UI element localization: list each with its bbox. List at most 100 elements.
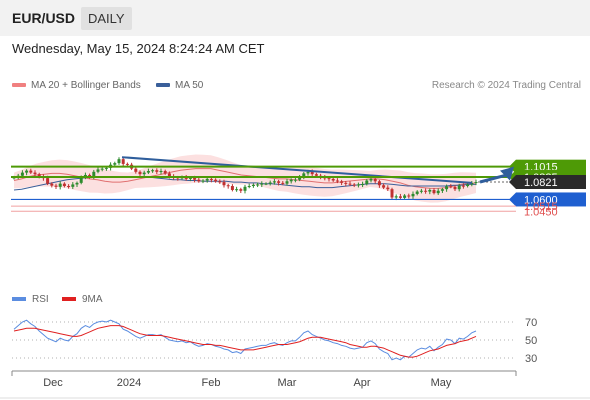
x-axis-label: 2024: [117, 377, 141, 389]
x-axis-label: Apr: [353, 377, 370, 389]
candle-body: [407, 195, 411, 197]
candle-body: [159, 171, 163, 173]
ma20-swatch: [12, 83, 26, 88]
candle-body: [121, 159, 125, 164]
candle-body: [306, 171, 310, 174]
candle-body: [100, 168, 104, 170]
bollinger-band-area: [14, 154, 476, 203]
level-label: 1.0821: [524, 177, 558, 189]
candle-body: [415, 191, 419, 194]
candle-body: [436, 190, 440, 194]
candle-body: [256, 184, 260, 186]
candle-body: [37, 174, 41, 177]
candle-body: [428, 189, 432, 192]
candle-body: [394, 196, 398, 198]
legend-ma50: MA 50: [156, 80, 203, 91]
candle-body: [96, 169, 100, 172]
candle-body: [331, 178, 335, 181]
candle-body: [201, 180, 205, 182]
candlesticks: [12, 156, 478, 201]
rsi-legend-label: RSI: [32, 294, 49, 305]
candle-body: [117, 159, 121, 164]
candle-body: [268, 182, 272, 184]
candle-body: [138, 171, 142, 175]
candle-body: [184, 177, 188, 179]
legend-ma20-label: MA 20 + Bollinger Bands: [31, 80, 141, 91]
candle-body: [314, 174, 318, 176]
legend-ma20: MA 20 + Bollinger Bands: [12, 80, 141, 91]
candle-body: [344, 182, 348, 184]
candle-body: [163, 171, 167, 174]
candle-body: [243, 186, 247, 191]
candle-body: [466, 184, 470, 187]
x-axis-label: Mar: [278, 377, 297, 389]
candle-body: [29, 170, 33, 173]
candle-body: [62, 183, 66, 187]
candle-body: [361, 184, 365, 186]
candle-body: [382, 185, 386, 188]
chart-header: EUR/USD DAILY: [0, 0, 590, 36]
candle-body: [440, 189, 444, 191]
level-tag: [516, 175, 586, 189]
candle-body: [197, 179, 201, 182]
candle-body: [293, 179, 297, 181]
candle-body: [54, 185, 58, 187]
rsi-tick-label: 30: [525, 353, 537, 365]
candle-body: [445, 186, 449, 190]
candle-body: [79, 177, 83, 183]
symbol-label: EUR/USD: [12, 10, 76, 26]
rsi-tick-label: 50: [525, 335, 537, 347]
candle-body: [386, 187, 390, 190]
candle-body: [260, 183, 264, 185]
candle-body: [340, 181, 344, 183]
rsi-tick-label: 70: [525, 317, 537, 329]
candle-body: [50, 183, 54, 186]
candle-body: [403, 195, 407, 198]
rsi-panel: RSI 9MA 30 50 70: [12, 294, 537, 365]
rsi-line: [13, 319, 477, 361]
level-tag-pointer: [509, 159, 516, 174]
candle-body: [411, 193, 415, 197]
candle-body: [419, 190, 423, 192]
timestamp: Wednesday, May 15, 2024 8:24:24 AM CET: [12, 41, 265, 56]
candle-body: [46, 178, 50, 184]
candle-body: [146, 171, 150, 173]
candle-body: [25, 170, 29, 173]
candle-body: [373, 178, 377, 182]
candle-body: [218, 181, 222, 183]
candle-body: [67, 186, 71, 188]
legend-ma50-label: MA 50: [175, 80, 204, 91]
candle-body: [222, 182, 226, 186]
candle-body: [155, 170, 159, 172]
candle-body: [167, 173, 171, 177]
candle-body: [88, 174, 92, 177]
ma9-swatch: [62, 297, 76, 301]
candle-body: [335, 180, 339, 182]
candle-body: [33, 172, 37, 175]
candle-body: [474, 182, 478, 183]
candle-body: [58, 183, 62, 187]
ma20-line: [13, 168, 477, 189]
candle-body: [235, 189, 239, 191]
level-tag: [516, 192, 586, 207]
candle-body: [226, 185, 230, 187]
level-tag-pointer: [509, 175, 516, 189]
candle-body: [298, 177, 302, 180]
candle-body: [302, 173, 306, 178]
candle-body: [92, 171, 96, 177]
ma9-legend-label: 9MA: [82, 294, 103, 305]
candle-body: [272, 181, 276, 183]
candle-body: [377, 181, 381, 186]
timeframe-button[interactable]: DAILY: [81, 7, 132, 30]
x-axis-label: Feb: [202, 377, 221, 389]
downtrend-line: [121, 156, 473, 184]
rsi-9ma-line: [13, 325, 477, 358]
x-axis-label: May: [431, 377, 452, 389]
candle-body: [247, 186, 251, 188]
candle-body: [277, 181, 281, 183]
candle-body: [104, 167, 108, 169]
candle-body: [75, 182, 79, 185]
candle-body: [251, 184, 255, 187]
